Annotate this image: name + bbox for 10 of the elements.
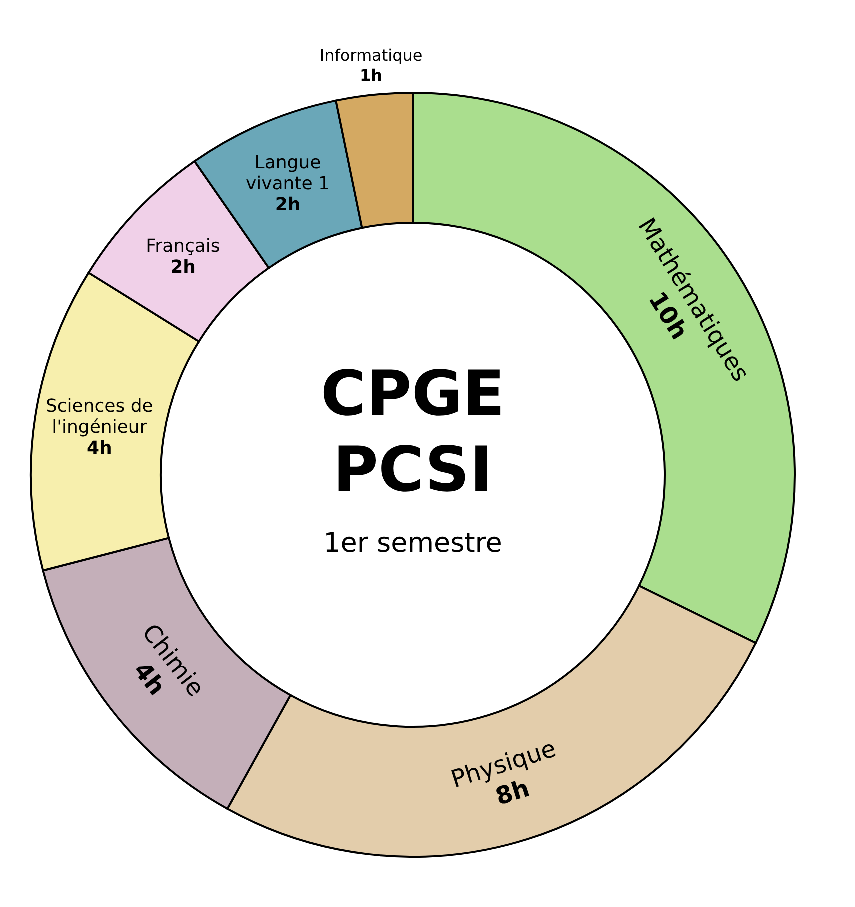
data-label: 2h — [170, 257, 196, 278]
slice-label: Informatique — [320, 46, 423, 66]
data-label: 4h — [86, 438, 112, 459]
text: 1er semestre — [324, 528, 502, 559]
text: CPGE PCSI — [320, 357, 506, 506]
slice-label: Langue vivante 1 — [246, 152, 330, 195]
slice-label: Français — [146, 236, 220, 258]
data-label: 2h — [275, 194, 301, 216]
data-label: 1h — [360, 66, 383, 86]
slice-label: Sciences de l'ingénieur — [46, 396, 154, 438]
